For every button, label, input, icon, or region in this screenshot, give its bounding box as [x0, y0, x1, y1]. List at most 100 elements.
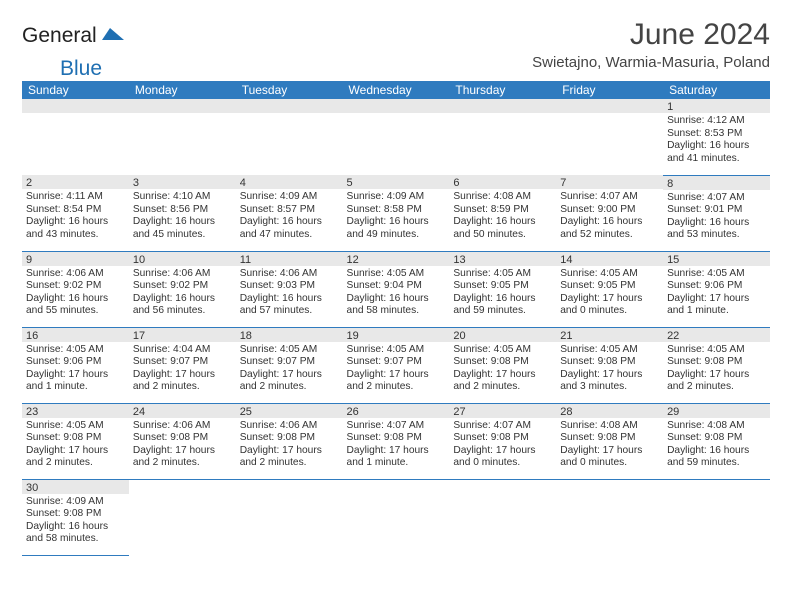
day-details: Sunrise: 4:05 AMSunset: 9:04 PMDaylight:…	[343, 266, 450, 321]
daylight-line: Daylight: 16 hours and 55 minutes.	[26, 293, 125, 318]
sunset-line: Sunset: 9:07 PM	[133, 356, 232, 369]
blank-cell	[343, 479, 450, 555]
calendar-body: 1Sunrise: 4:12 AMSunset: 8:53 PMDaylight…	[22, 99, 770, 555]
sunset-line: Sunset: 9:08 PM	[667, 356, 766, 369]
sunrise-line: Sunrise: 4:07 AM	[347, 420, 446, 433]
day-details: Sunrise: 4:09 AMSunset: 8:58 PMDaylight:…	[343, 189, 450, 244]
day-cell: 7Sunrise: 4:07 AMSunset: 9:00 PMDaylight…	[556, 175, 663, 251]
sunset-line: Sunset: 9:08 PM	[240, 432, 339, 445]
day-details: Sunrise: 4:05 AMSunset: 9:05 PMDaylight:…	[449, 266, 556, 321]
blank-num	[556, 99, 663, 113]
sunset-line: Sunset: 9:08 PM	[133, 432, 232, 445]
day-cell: 10Sunrise: 4:06 AMSunset: 9:02 PMDayligh…	[129, 251, 236, 327]
day-number: 8	[663, 176, 770, 190]
daylight-line: Daylight: 16 hours and 53 minutes.	[667, 217, 766, 242]
day-cell: 19Sunrise: 4:05 AMSunset: 9:07 PMDayligh…	[343, 327, 450, 403]
week-row: 23Sunrise: 4:05 AMSunset: 9:08 PMDayligh…	[22, 403, 770, 479]
week-row: 30Sunrise: 4:09 AMSunset: 9:08 PMDayligh…	[22, 479, 770, 555]
blank-cell	[236, 479, 343, 555]
day-cell: 28Sunrise: 4:08 AMSunset: 9:08 PMDayligh…	[556, 403, 663, 479]
sunset-line: Sunset: 9:02 PM	[26, 280, 125, 293]
day-cell: 16Sunrise: 4:05 AMSunset: 9:06 PMDayligh…	[22, 327, 129, 403]
day-details: Sunrise: 4:07 AMSunset: 9:08 PMDaylight:…	[343, 418, 450, 473]
week-row: 1Sunrise: 4:12 AMSunset: 8:53 PMDaylight…	[22, 99, 770, 175]
daylight-line: Daylight: 16 hours and 49 minutes.	[347, 216, 446, 241]
day-cell: 3Sunrise: 4:10 AMSunset: 8:56 PMDaylight…	[129, 175, 236, 251]
daylight-line: Daylight: 16 hours and 43 minutes.	[26, 216, 125, 241]
daylight-line: Daylight: 16 hours and 50 minutes.	[453, 216, 552, 241]
daylight-line: Daylight: 17 hours and 1 minute.	[26, 369, 125, 394]
sunset-line: Sunset: 9:08 PM	[347, 432, 446, 445]
day-number: 12	[343, 252, 450, 266]
sunset-line: Sunset: 9:08 PM	[26, 432, 125, 445]
day-details: Sunrise: 4:12 AMSunset: 8:53 PMDaylight:…	[663, 113, 770, 168]
daylight-line: Daylight: 17 hours and 2 minutes.	[240, 445, 339, 470]
sunset-line: Sunset: 8:56 PM	[133, 204, 232, 217]
day-number: 18	[236, 328, 343, 342]
sunrise-line: Sunrise: 4:05 AM	[453, 268, 552, 281]
day-details: Sunrise: 4:10 AMSunset: 8:56 PMDaylight:…	[129, 189, 236, 244]
sunrise-line: Sunrise: 4:08 AM	[453, 191, 552, 204]
day-number: 15	[663, 252, 770, 266]
daylight-line: Daylight: 17 hours and 2 minutes.	[240, 369, 339, 394]
day-number: 10	[129, 252, 236, 266]
sunset-line: Sunset: 8:58 PM	[347, 204, 446, 217]
sunset-line: Sunset: 9:08 PM	[453, 432, 552, 445]
sunrise-line: Sunrise: 4:05 AM	[667, 344, 766, 357]
logo-flag-icon	[102, 26, 126, 44]
day-cell: 20Sunrise: 4:05 AMSunset: 9:08 PMDayligh…	[449, 327, 556, 403]
sunrise-line: Sunrise: 4:05 AM	[347, 268, 446, 281]
day-cell: 21Sunrise: 4:05 AMSunset: 9:08 PMDayligh…	[556, 327, 663, 403]
day-number: 14	[556, 252, 663, 266]
sunrise-line: Sunrise: 4:05 AM	[667, 268, 766, 281]
day-details: Sunrise: 4:11 AMSunset: 8:54 PMDaylight:…	[22, 189, 129, 244]
sunset-line: Sunset: 9:08 PM	[560, 356, 659, 369]
sunrise-line: Sunrise: 4:05 AM	[560, 344, 659, 357]
week-row: 2Sunrise: 4:11 AMSunset: 8:54 PMDaylight…	[22, 175, 770, 251]
sunset-line: Sunset: 9:02 PM	[133, 280, 232, 293]
day-details: Sunrise: 4:05 AMSunset: 9:08 PMDaylight:…	[449, 342, 556, 397]
day-details: Sunrise: 4:07 AMSunset: 9:00 PMDaylight:…	[556, 189, 663, 244]
day-header-sunday: Sunday	[22, 81, 129, 99]
daylight-line: Daylight: 16 hours and 59 minutes.	[667, 445, 766, 470]
day-details: Sunrise: 4:06 AMSunset: 9:02 PMDaylight:…	[129, 266, 236, 321]
day-details: Sunrise: 4:08 AMSunset: 8:59 PMDaylight:…	[449, 189, 556, 244]
sunrise-line: Sunrise: 4:06 AM	[240, 268, 339, 281]
blank-cell	[449, 479, 556, 555]
day-cell: 26Sunrise: 4:07 AMSunset: 9:08 PMDayligh…	[343, 403, 450, 479]
day-number: 1	[663, 99, 770, 113]
day-number: 9	[22, 252, 129, 266]
calendar-head: SundayMondayTuesdayWednesdayThursdayFrid…	[22, 81, 770, 99]
day-cell: 27Sunrise: 4:07 AMSunset: 9:08 PMDayligh…	[449, 403, 556, 479]
day-header-wednesday: Wednesday	[343, 81, 450, 99]
day-number: 29	[663, 404, 770, 418]
day-cell: 2Sunrise: 4:11 AMSunset: 8:54 PMDaylight…	[22, 175, 129, 251]
day-details: Sunrise: 4:05 AMSunset: 9:08 PMDaylight:…	[22, 418, 129, 473]
day-details: Sunrise: 4:05 AMSunset: 9:08 PMDaylight:…	[663, 342, 770, 397]
day-number: 16	[22, 328, 129, 342]
day-cell: 14Sunrise: 4:05 AMSunset: 9:05 PMDayligh…	[556, 251, 663, 327]
sunrise-line: Sunrise: 4:07 AM	[667, 192, 766, 205]
sunrise-line: Sunrise: 4:04 AM	[133, 344, 232, 357]
blank-num	[129, 99, 236, 113]
day-number: 20	[449, 328, 556, 342]
daylight-line: Daylight: 16 hours and 47 minutes.	[240, 216, 339, 241]
day-cell: 18Sunrise: 4:05 AMSunset: 9:07 PMDayligh…	[236, 327, 343, 403]
blank-cell	[663, 479, 770, 555]
day-details: Sunrise: 4:07 AMSunset: 9:01 PMDaylight:…	[663, 190, 770, 245]
week-row: 9Sunrise: 4:06 AMSunset: 9:02 PMDaylight…	[22, 251, 770, 327]
day-number: 25	[236, 404, 343, 418]
sunrise-line: Sunrise: 4:06 AM	[133, 420, 232, 433]
sunset-line: Sunset: 9:08 PM	[560, 432, 659, 445]
day-number: 19	[343, 328, 450, 342]
sunset-line: Sunset: 9:00 PM	[560, 204, 659, 217]
day-number: 28	[556, 404, 663, 418]
daylight-line: Daylight: 17 hours and 0 minutes.	[453, 445, 552, 470]
day-details: Sunrise: 4:07 AMSunset: 9:08 PMDaylight:…	[449, 418, 556, 473]
day-header-friday: Friday	[556, 81, 663, 99]
sunset-line: Sunset: 9:06 PM	[667, 280, 766, 293]
day-number: 27	[449, 404, 556, 418]
daylight-line: Daylight: 16 hours and 41 minutes.	[667, 140, 766, 165]
daylight-line: Daylight: 17 hours and 3 minutes.	[560, 369, 659, 394]
daylight-line: Daylight: 16 hours and 57 minutes.	[240, 293, 339, 318]
